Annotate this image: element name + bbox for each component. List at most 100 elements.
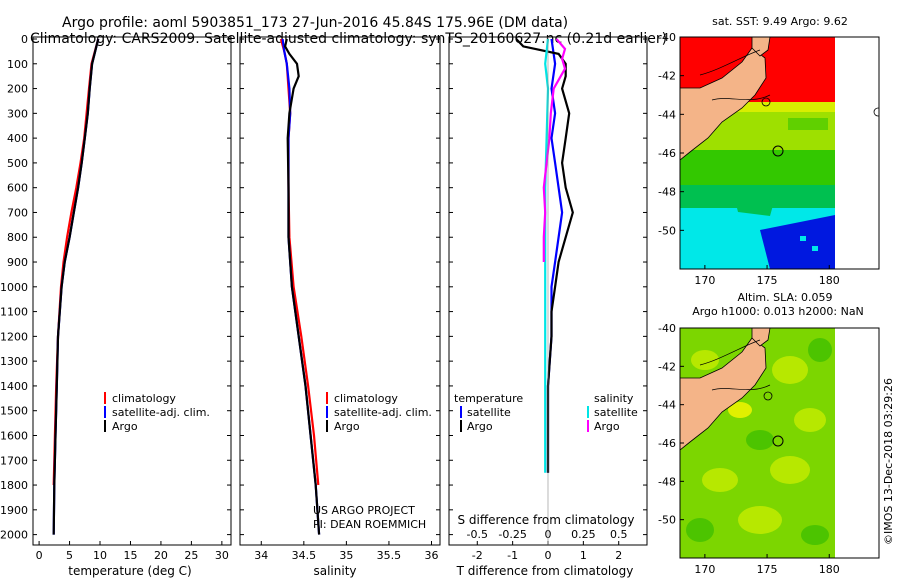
series-line-temperature-argo [515,38,574,473]
figure-title-line2: Climatology: CARS2009. Satellite-adjuste… [30,31,667,47]
pressure-tick-label: 1400 [0,380,28,393]
x-tick-label: 35.5 [377,549,402,562]
pressure-tick-label: 1900 [0,504,28,517]
island-outline [873,107,879,117]
pressure-tick-label: 1500 [0,405,28,418]
sst-green-patch [788,118,828,130]
bathymetry-contour [699,339,771,391]
pi-credit: PI: DEAN ROEMMICH [313,518,426,531]
series-line-climatology [52,38,100,486]
x-tick-label: 30 [215,549,229,562]
pressure-tick-label: 700 [7,206,28,219]
pressure-tick-label: 1700 [0,454,28,467]
t-difference-axis-label: T difference from climatology [456,564,634,578]
x-tick-label: 25 [184,549,198,562]
pressure-tick-label: 800 [7,231,28,244]
argo-position-marker [772,435,784,447]
map-lat-tick-label: -46 [658,147,676,160]
series-line-salinity-satellite [544,38,550,473]
legend-argo-label: Argo [112,420,138,433]
pressure-axis: 0 100 200 300 400 500 600 700 800 900 1000 1100 1200… [0,33,647,542]
legend-temperature-title: temperature [454,392,523,405]
legend-climatology-label: climatology [112,392,176,405]
map-lon-tick-label: 180 [819,563,840,576]
map-lat-tick-label: -42 [658,360,676,373]
sla-blob [738,506,782,534]
map-lon-tick-label: 180 [819,274,840,287]
temperature-panel-frame [32,36,232,546]
legend-salinity-title: salinity [594,392,634,405]
sla-map-subtitle: Argo h1000: 0.013 h2000: NaN [692,305,864,318]
sst-green-patch [735,198,775,216]
difference-temperature-legend: temperature satellite Argo [454,392,523,433]
legend-s-satellite-label: satellite [594,406,638,419]
pressure-tick-label: 1200 [0,330,28,343]
map-lon-tick-label: 170 [694,563,715,576]
sla-blob [728,402,752,418]
pressure-tick-label: 200 [7,83,28,96]
island-outline [763,391,773,401]
sla-blob [794,408,826,432]
pressure-tick-label: 400 [7,132,28,145]
pressure-tick-label: 0 [21,33,28,46]
difference-salinity-legend: salinity satellite Argo [587,392,638,433]
x-tick-label: 36 [424,549,438,562]
pressure-tick-label: 500 [7,157,28,170]
sst-map-title: sat. SST: 9.49 Argo: 9.62 [712,15,848,28]
x-tick-label: -1 [507,549,518,562]
pressure-tick-label: 600 [7,182,28,195]
x-tick-label: 34.5 [292,549,317,562]
imos-timestamp: ©IMOS 13-Dec-2018 03:29:26 [882,378,895,545]
salinity-axis-label: salinity [313,564,356,578]
pressure-tick-label: 1800 [0,479,28,492]
sla-blobs [686,338,832,545]
salinity-series [279,38,321,535]
sla-map [680,328,879,558]
legend-satellite-label: satellite-adj. clim. [334,406,432,419]
s-difference-axis: -0.5 -0.25 0 0.25 0.5 [467,528,628,541]
map-lat-tick-label: -42 [658,70,676,83]
series-line-argo [283,38,321,535]
map-lat-tick-label: -44 [658,108,676,121]
sst-green-band [680,150,835,190]
sla-map-axes: 170 175 180 -40 -42 -44 -46 -48 -50 [658,322,840,576]
sst-cyan-speck [812,246,818,251]
pressure-tick-label: 1000 [0,281,28,294]
x-tick-label: -2 [472,549,483,562]
argo-position-marker [772,145,784,157]
map-lat-tick-label: -46 [658,437,676,450]
legend-t-argo-label: Argo [467,420,493,433]
x-tick-label: 15 [123,549,137,562]
s-tick-label: 0.25 [571,528,596,541]
sla-blob [746,430,774,450]
legend-argo-label: Argo [334,420,360,433]
s-tick-label: -0.25 [498,528,526,541]
sla-blob [801,525,829,545]
land-south-island [680,47,767,161]
sla-blob [702,468,738,492]
x-tick-label: 34 [254,549,268,562]
x-tick-label: 20 [154,549,168,562]
map-lat-tick-label: -40 [658,31,676,44]
map-lon-tick-label: 170 [694,274,715,287]
x-tick-label: 1 [580,549,587,562]
map-lat-tick-label: -44 [658,399,676,412]
map-lat-tick-label: -50 [658,224,676,237]
sla-blob [691,350,719,370]
sla-blob [770,456,810,484]
project-credit: US ARGO PROJECT [313,504,415,517]
temperature-axis-label: temperature (deg C) [68,564,191,578]
series-line-salinity-argo [542,38,567,262]
x-tick-label: 5 [66,549,73,562]
temperature-legend: climatology satellite-adj. clim. Argo [104,392,210,433]
pressure-tick-label: 300 [7,107,28,120]
series-line-argo [52,38,100,535]
difference-series [515,37,574,545]
sla-blob [772,356,808,384]
pressure-tick-label: 1300 [0,355,28,368]
legend-s-argo-label: Argo [594,420,620,433]
map-lat-tick-label: -48 [658,186,676,199]
sst-map-axes: 170 175 180 -40 -42 -44 -46 -48 -50 [658,31,840,287]
s-tick-label: -0.5 [467,528,488,541]
